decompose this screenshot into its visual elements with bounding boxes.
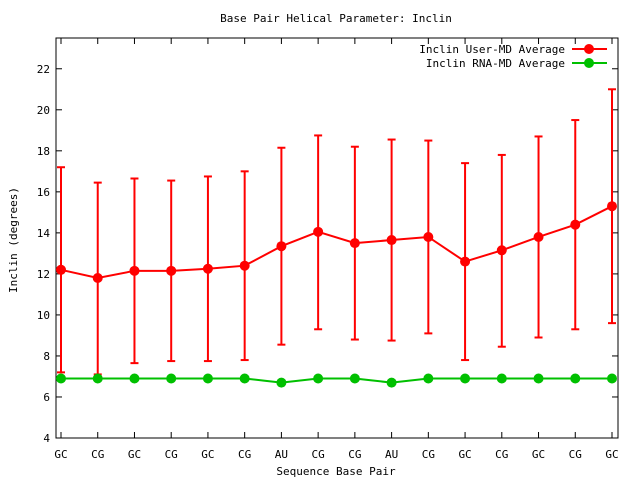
series-line [60, 205, 613, 280]
data-point [423, 373, 434, 384]
x-tick-label: CG [348, 448, 361, 461]
y-tick-label: 4 [43, 432, 50, 445]
data-point [129, 373, 140, 384]
data-point [533, 231, 544, 242]
x-tick-label: CG [238, 448, 251, 461]
data-point [349, 373, 360, 384]
data-point [202, 373, 213, 384]
data-point [239, 260, 250, 271]
x-tick-label: CG [91, 448, 104, 461]
data-point [239, 373, 250, 384]
data-point [607, 373, 617, 384]
x-tick-label: AU [385, 448, 398, 461]
data-point [276, 377, 287, 388]
data-point [460, 256, 471, 267]
y-tick-label: 10 [37, 309, 50, 322]
y-tick-label: 16 [37, 186, 50, 199]
data-point [276, 241, 287, 252]
data-point [166, 373, 177, 384]
series-1 [56, 88, 617, 376]
x-tick-label: CG [495, 448, 508, 461]
x-tick-label: GC [458, 448, 471, 461]
x-tick-label: CG [422, 448, 435, 461]
data-point [496, 245, 507, 256]
x-tick-label: GC [605, 448, 618, 461]
y-tick-label: 22 [37, 63, 50, 76]
chart-title: Base Pair Helical Parameter: Inclin [220, 12, 452, 25]
data-point [607, 201, 617, 212]
y-tick-label: 14 [37, 227, 51, 240]
data-point [533, 373, 544, 384]
x-tick-label: CG [165, 448, 178, 461]
x-axis-label: Sequence Base Pair [276, 465, 396, 478]
legend-label: Inclin RNA-MD Average [426, 57, 565, 70]
y-tick-label: 6 [43, 391, 50, 404]
x-tick-label: CG [569, 448, 582, 461]
x-tick-label: GC [532, 448, 545, 461]
legend-swatch-marker [584, 58, 594, 68]
y-tick-label: 18 [37, 145, 50, 158]
x-tick-label: CG [312, 448, 325, 461]
data-point [92, 273, 103, 283]
data-point [92, 373, 103, 384]
data-point [349, 238, 360, 249]
series-2 [56, 373, 617, 388]
y-tick-label: 12 [37, 268, 50, 281]
x-tick-label: GC [128, 448, 141, 461]
legend-label: Inclin User-MD Average [419, 43, 565, 56]
x-tick-label: GC [54, 448, 67, 461]
data-point [386, 235, 397, 246]
data-point [460, 373, 471, 384]
data-point [570, 219, 581, 230]
series-line [61, 377, 612, 384]
data-point [56, 264, 66, 275]
x-tick-label: AU [275, 448, 288, 461]
data-point [570, 373, 581, 384]
data-point [496, 373, 507, 384]
series-layer [56, 88, 617, 388]
data-point [313, 226, 324, 237]
data-point [386, 377, 397, 388]
data-point [202, 263, 213, 274]
y-tick-label: 8 [43, 350, 50, 363]
y-tick-label: 20 [37, 104, 50, 117]
data-point [129, 265, 140, 276]
legend-swatch-marker [584, 44, 594, 54]
data-point [313, 373, 324, 384]
data-point [166, 265, 177, 276]
y-axis-label: Inclin (degrees) [7, 187, 20, 293]
data-point [423, 231, 434, 242]
plot-frame [55, 37, 619, 439]
y-axis-ticks: 4 6 8 10 12 14 16 18 20 22 [37, 63, 618, 445]
x-axis-ticks: GC CG GC CG GC CG AU CG CG AU CG GC CG GC CG GC [54, 38, 619, 461]
data-point [56, 373, 66, 384]
x-tick-label: GC [201, 448, 214, 461]
